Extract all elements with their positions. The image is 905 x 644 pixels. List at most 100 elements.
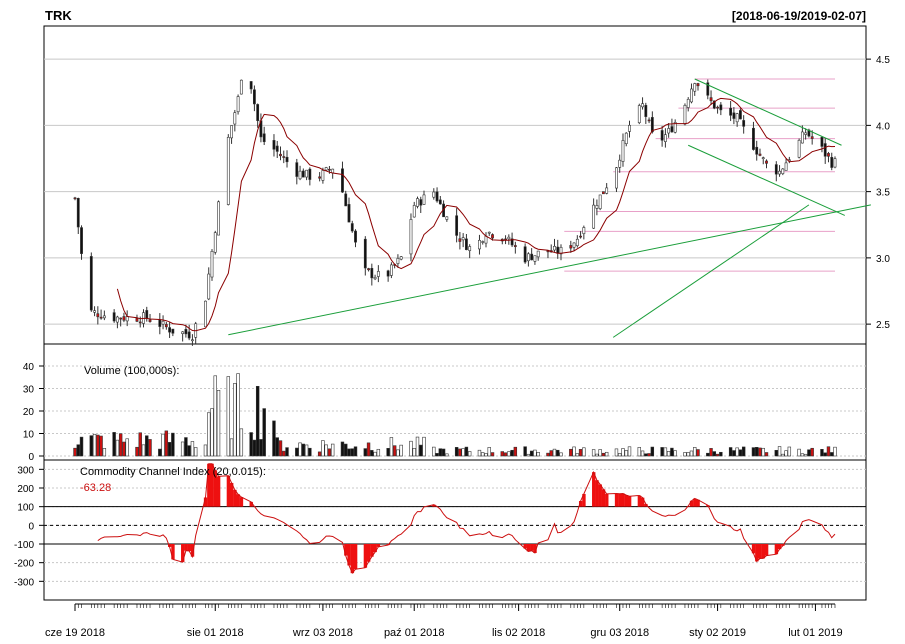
candle-body xyxy=(204,300,207,328)
volume-bar xyxy=(595,453,599,457)
volume-bar xyxy=(559,452,563,457)
volume-bar xyxy=(728,447,733,457)
volume-bar xyxy=(158,448,162,457)
sma-line xyxy=(116,97,836,332)
candle-body xyxy=(478,239,481,250)
volume-bar xyxy=(614,448,619,457)
volume-bar xyxy=(546,452,550,457)
candle-body xyxy=(112,312,116,322)
candle-body xyxy=(569,245,573,249)
cci-oversold-fill xyxy=(526,544,531,552)
volume-bar xyxy=(637,447,641,457)
candle-body xyxy=(735,113,739,123)
candle-body xyxy=(468,246,472,251)
cci-overbought-fill xyxy=(578,500,583,507)
cci-grid xyxy=(44,468,866,582)
volume-bar xyxy=(432,446,436,457)
candle-body xyxy=(559,247,563,255)
volume-bar xyxy=(262,408,266,457)
volume-bar xyxy=(207,412,211,457)
cci-oversold-fill xyxy=(777,544,782,550)
x-axis: cze 19 2018 sie 01 2018 wrz 03 2018 paź 01 … xyxy=(45,603,843,639)
cci-overbought-fill xyxy=(689,500,694,507)
volume-bar xyxy=(236,373,240,457)
candle-body xyxy=(318,176,322,179)
candle-body xyxy=(298,170,302,180)
volume-bar xyxy=(370,450,374,457)
cci-oversold-fill xyxy=(344,544,348,556)
volume-bar xyxy=(340,441,345,457)
candle-body xyxy=(135,317,139,322)
candle-body xyxy=(344,193,348,207)
volume-bar xyxy=(161,433,165,457)
candle-body xyxy=(595,205,599,209)
candle-body xyxy=(637,105,641,124)
volume-bar xyxy=(826,446,831,457)
cci-oversold-fill xyxy=(774,544,779,555)
candle-body xyxy=(716,106,719,109)
cci-oversold-fill xyxy=(184,544,188,551)
candle-body xyxy=(445,216,449,220)
cci-oversold-fill xyxy=(347,544,351,566)
candle-body xyxy=(556,246,560,254)
volume-bar xyxy=(578,449,583,457)
volume-bar xyxy=(213,375,217,457)
cci-panel xyxy=(43,459,867,601)
volume-bar xyxy=(112,432,116,457)
volume-bar xyxy=(477,449,482,457)
candle-body xyxy=(422,194,426,205)
cci-oversold-fill xyxy=(755,544,759,562)
candle-body xyxy=(73,197,77,200)
volume-bar xyxy=(193,447,198,457)
cci-overbought-fill xyxy=(582,493,586,507)
cci-overbought-fill xyxy=(592,472,596,507)
candle-body xyxy=(207,273,211,300)
cci-oversold-fill xyxy=(366,544,371,562)
volume-bar xyxy=(216,390,221,457)
volume-bar xyxy=(171,432,175,457)
candle-body xyxy=(693,83,697,92)
volume-bar xyxy=(125,438,129,457)
volume-bar xyxy=(732,450,736,457)
volume-bar xyxy=(484,453,488,457)
cci-oversold-fill xyxy=(167,544,172,547)
candle-body xyxy=(719,104,723,111)
candle-body xyxy=(820,136,824,147)
chart-title: TRK xyxy=(45,8,72,23)
candle-body xyxy=(119,317,123,320)
candle-body xyxy=(833,158,837,168)
candle-body xyxy=(181,331,185,334)
cci-overbought-fill xyxy=(216,476,221,507)
candle-body xyxy=(389,264,393,276)
candle-body xyxy=(373,276,377,280)
candle-body xyxy=(89,256,93,311)
volume-bar xyxy=(285,447,289,457)
volume-bar xyxy=(464,446,469,457)
cci-overbought-fill xyxy=(621,493,625,507)
volume-bar xyxy=(180,441,185,457)
volume-bar xyxy=(301,443,306,457)
candle-body xyxy=(752,127,755,150)
candle-body xyxy=(739,110,742,120)
cci-oversold-fill xyxy=(533,544,537,553)
volume-bar xyxy=(758,447,762,457)
candle-body xyxy=(823,143,827,157)
cci-overbought-fill xyxy=(627,496,632,507)
candle-body xyxy=(285,156,289,163)
candle-body xyxy=(575,238,579,246)
candle-body xyxy=(386,270,390,277)
candle-body xyxy=(465,238,468,251)
x-tick-label: sie 01 2018 xyxy=(187,627,244,639)
candle-body xyxy=(328,168,331,171)
candle-body xyxy=(93,310,96,313)
candle-body xyxy=(80,227,83,254)
x-tick-label: sty 02 2019 xyxy=(689,627,746,639)
candle-body xyxy=(761,157,765,159)
volume-bar xyxy=(252,439,257,457)
candle-body xyxy=(217,201,220,236)
cci-overbought-fill xyxy=(229,482,234,507)
volume-bars xyxy=(73,373,837,457)
volume-bar xyxy=(422,436,426,457)
candle-body xyxy=(621,140,625,162)
volume-bar xyxy=(461,448,465,457)
